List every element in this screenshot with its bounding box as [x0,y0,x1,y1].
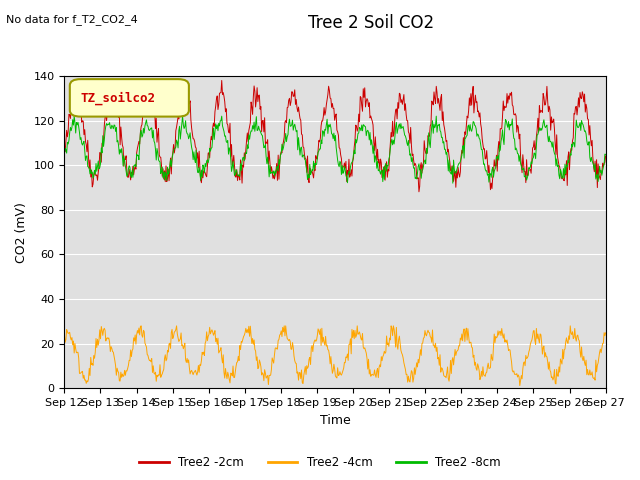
Tree2 -4cm [61,332,68,337]
Line: Tree2 -8cm: Tree2 -8cm [65,116,605,183]
Y-axis label: CO2 (mV): CO2 (mV) [15,202,28,263]
Tree2 -8cm [401,133,409,139]
Tree2 -4cm [138,323,145,329]
Tree2 -8cm [449,180,457,186]
Tree2 -4cm [126,358,134,363]
Text: No data for f_T2_CO2_4: No data for f_T2_CO2_4 [6,14,138,25]
Tree2 -4cm [211,330,218,336]
Tree2 -8cm [71,120,79,125]
Tree2 -2cm [146,78,154,84]
X-axis label: Time: Time [319,414,350,427]
Legend: Tree2 -2cm, Tree2 -4cm, Tree2 -8cm: Tree2 -2cm, Tree2 -4cm, Tree2 -8cm [134,452,506,474]
Tree2 -2cm [61,149,68,155]
Tree2 -4cm [70,350,78,356]
Tree2 -2cm [418,170,426,176]
Tree2 -2cm [70,108,78,114]
Tree2 -2cm [401,101,409,107]
Tree2 -4cm [182,357,189,362]
Tree2 -4cm [602,330,609,336]
Text: Tree 2 Soil CO2: Tree 2 Soil CO2 [308,14,435,33]
Tree2 -8cm [182,118,189,124]
Tree2 -8cm [70,113,78,119]
Tree2 -2cm [211,123,218,129]
Tree2 -4cm [516,383,524,388]
Tree2 -4cm [417,352,425,358]
Text: TZ_soilco2: TZ_soilco2 [81,91,156,105]
Tree2 -8cm [417,175,425,181]
Tree2 -4cm [401,366,409,372]
Line: Tree2 -2cm: Tree2 -2cm [65,81,605,192]
Tree2 -2cm [415,189,423,195]
Tree2 -8cm [61,151,68,157]
Tree2 -2cm [602,153,609,159]
Tree2 -8cm [127,173,134,179]
Tree2 -2cm [182,89,189,95]
Tree2 -2cm [126,171,134,177]
Line: Tree2 -4cm: Tree2 -4cm [65,326,605,385]
Tree2 -8cm [211,137,218,143]
FancyBboxPatch shape [70,79,189,117]
Tree2 -8cm [602,152,609,157]
